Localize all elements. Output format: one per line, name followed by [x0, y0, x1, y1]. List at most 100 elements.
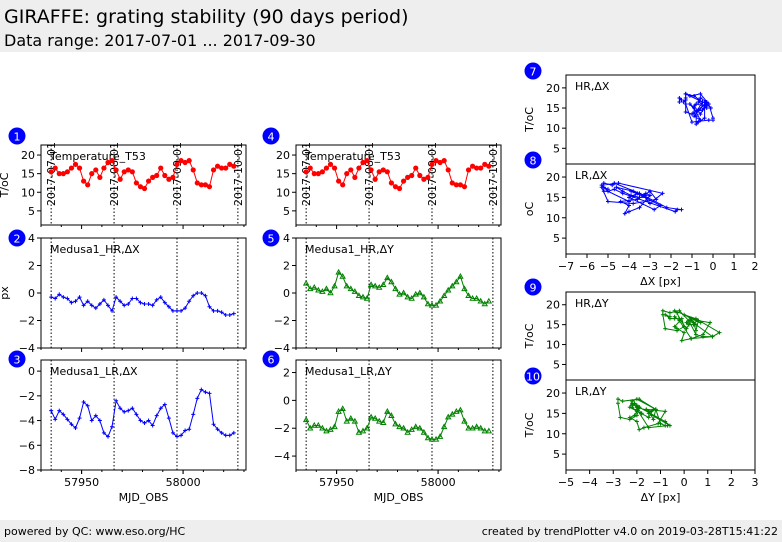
data-point: [77, 295, 82, 300]
data-point: [687, 101, 692, 106]
y-tick-label: 5: [283, 205, 290, 218]
y-tick-label: −2: [274, 315, 290, 328]
data-point: [137, 184, 144, 190]
data-point: [486, 163, 492, 169]
data-point: [335, 407, 342, 414]
data-point: [146, 302, 151, 306]
data-point: [413, 165, 419, 171]
data-point: [162, 300, 167, 305]
data-point: [408, 426, 415, 432]
data-point: [311, 171, 317, 177]
panel-label: HR,ΔY: [575, 297, 609, 310]
data-point: [375, 283, 383, 290]
data-point: [130, 296, 135, 301]
data-point: [367, 281, 375, 288]
data-point: [416, 289, 424, 296]
data-point: [384, 169, 390, 175]
page-title: GIRAFFE: grating stability (90 days peri…: [4, 6, 409, 28]
data-point: [121, 169, 127, 175]
x-tick-label: −4: [621, 260, 637, 273]
data-point: [663, 326, 668, 331]
x-tick-label: 57950: [319, 476, 354, 489]
data-point: [97, 302, 102, 306]
data-point: [672, 308, 677, 313]
data-point: [158, 295, 163, 300]
y-axis-label: T/oC: [523, 323, 536, 349]
data-point: [428, 301, 436, 308]
data-point: [344, 171, 350, 177]
plot-frame-3: [40, 359, 247, 471]
data-point: [125, 167, 131, 173]
data-point: [679, 97, 684, 102]
data-point: [146, 418, 151, 423]
footer: powered by QC: www.eso.org/HC created by…: [0, 520, 782, 542]
data-point: [206, 184, 213, 190]
data-point: [81, 400, 86, 405]
data-point: [114, 398, 119, 403]
data-point: [194, 180, 200, 186]
y-tick-label: 15: [546, 407, 560, 420]
data-point: [69, 300, 74, 305]
data-point: [392, 184, 399, 190]
y-tick-label: 15: [546, 191, 560, 204]
x-tick-label: −2: [629, 476, 645, 489]
panel-number-badge: [524, 367, 542, 385]
y-axis-label: oC: [523, 201, 536, 216]
data-point: [682, 312, 687, 317]
data-point: [606, 199, 610, 204]
data-point: [323, 165, 330, 171]
data-point: [465, 424, 472, 431]
data-point: [101, 165, 107, 171]
y-tick-label: 0: [283, 287, 290, 300]
data-point: [417, 172, 423, 179]
y-tick-label: 0: [283, 394, 290, 407]
data-point: [648, 193, 652, 198]
data-point: [227, 433, 232, 438]
data-point: [339, 405, 346, 412]
data-point: [166, 416, 171, 421]
data-point: [162, 402, 167, 407]
data-point: [306, 285, 314, 292]
data-point: [643, 195, 648, 200]
data-point: [339, 272, 346, 279]
data-point: [690, 120, 694, 125]
data-point: [97, 418, 102, 423]
data-point: [202, 182, 209, 188]
data-point: [138, 300, 143, 305]
data-point: [57, 408, 62, 413]
data-point: [348, 167, 354, 173]
data-point: [677, 308, 682, 313]
x-tick-label: 57950: [64, 476, 99, 489]
y-tick-label: 5: [553, 142, 560, 155]
data-point: [319, 288, 326, 294]
data-point: [351, 417, 359, 424]
data-point: [637, 427, 642, 432]
data-point: [126, 302, 131, 306]
x-tick-label: 58000: [421, 476, 456, 489]
data-point: [150, 303, 155, 308]
series-line-10: [617, 398, 671, 431]
data-point: [618, 199, 623, 204]
data-point: [190, 167, 196, 173]
date-label: 2017-09-01: [171, 142, 184, 206]
panel-number: 3: [14, 354, 21, 367]
data-point: [380, 419, 387, 425]
data-point: [445, 167, 451, 173]
y-tick-label: 5: [553, 232, 560, 245]
data-point: [315, 171, 321, 177]
data-point: [696, 318, 701, 323]
series-line-8: [600, 182, 682, 215]
data-point: [646, 415, 651, 420]
data-point: [424, 434, 432, 441]
data-point: [73, 299, 78, 304]
data-point: [696, 99, 701, 104]
y-tick-label: 10: [546, 212, 560, 225]
panel-number: 6: [268, 354, 275, 367]
data-point: [618, 415, 623, 420]
data-point: [231, 163, 237, 169]
data-point: [473, 423, 480, 430]
data-point: [601, 181, 606, 186]
data-point: [302, 416, 310, 423]
data-point: [364, 158, 370, 164]
